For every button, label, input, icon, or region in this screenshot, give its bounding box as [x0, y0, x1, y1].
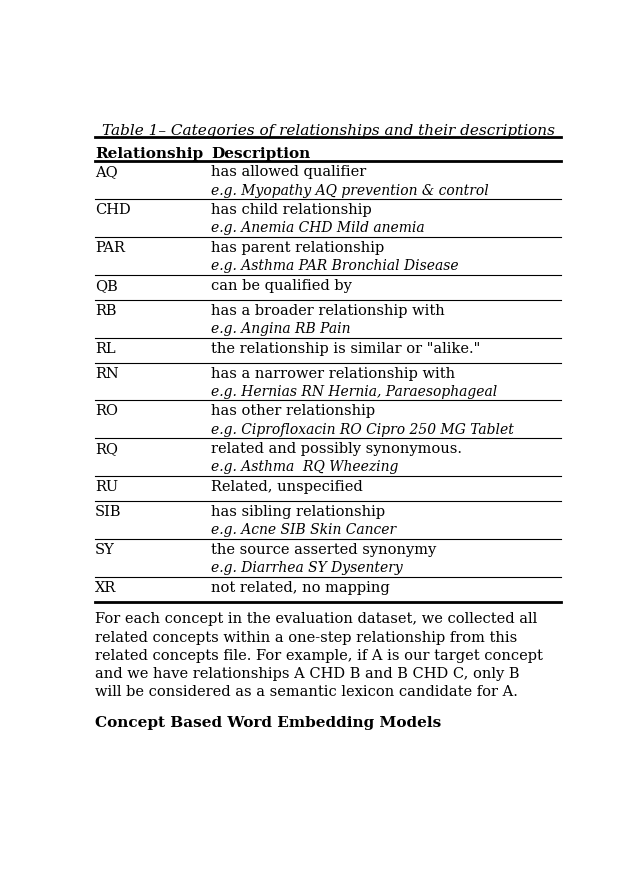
- Text: Concept Based Word Embedding Models: Concept Based Word Embedding Models: [95, 716, 441, 730]
- Text: not related, no mapping: not related, no mapping: [211, 581, 390, 595]
- Text: e.g. Angina RB Pain: e.g. Angina RB Pain: [211, 322, 351, 336]
- Text: RO: RO: [95, 404, 118, 418]
- Text: SY: SY: [95, 543, 115, 557]
- Text: has sibling relationship: has sibling relationship: [211, 505, 385, 519]
- Text: Related, unspecified: Related, unspecified: [211, 480, 363, 494]
- Text: has child relationship: has child relationship: [211, 203, 372, 217]
- Text: related concepts within a one-step relationship from this: related concepts within a one-step relat…: [95, 631, 517, 645]
- Text: e.g. Asthma PAR Bronchial Disease: e.g. Asthma PAR Bronchial Disease: [211, 260, 459, 274]
- Text: the source asserted synonymy: the source asserted synonymy: [211, 543, 436, 557]
- Text: related and possibly synonymous.: related and possibly synonymous.: [211, 442, 463, 456]
- Text: AQ: AQ: [95, 166, 118, 179]
- Text: can be qualified by: can be qualified by: [211, 279, 352, 293]
- Text: XR: XR: [95, 581, 116, 595]
- Text: e.g. Myopathy AQ prevention & control: e.g. Myopathy AQ prevention & control: [211, 183, 489, 197]
- Text: the relationship is similar or "alike.": the relationship is similar or "alike.": [211, 342, 481, 355]
- Text: CHD: CHD: [95, 203, 131, 217]
- Text: has parent relationship: has parent relationship: [211, 241, 385, 255]
- Text: RB: RB: [95, 303, 116, 317]
- Text: QB: QB: [95, 279, 118, 293]
- Text: has a narrower relationship with: has a narrower relationship with: [211, 367, 456, 381]
- Text: e.g. Anemia CHD Mild anemia: e.g. Anemia CHD Mild anemia: [211, 221, 425, 235]
- Text: For each concept in the evaluation dataset, we collected all: For each concept in the evaluation datas…: [95, 612, 537, 626]
- Text: related concepts file. For example, if A is our target concept: related concepts file. For example, if A…: [95, 649, 543, 663]
- Text: and we have relationships A CHD B and B CHD C, only B: and we have relationships A CHD B and B …: [95, 667, 520, 681]
- Text: will be considered as a semantic lexicon candidate for A.: will be considered as a semantic lexicon…: [95, 685, 518, 699]
- Text: has a broader relationship with: has a broader relationship with: [211, 303, 445, 317]
- Text: RN: RN: [95, 367, 118, 381]
- Text: Description: Description: [211, 147, 310, 161]
- Text: RU: RU: [95, 480, 118, 494]
- Text: has other relationship: has other relationship: [211, 404, 376, 418]
- Text: Table 1– Categories of relationships and their descriptions: Table 1– Categories of relationships and…: [102, 125, 554, 139]
- Text: e.g. Asthma  RQ Wheezing: e.g. Asthma RQ Wheezing: [211, 460, 399, 474]
- Text: PAR: PAR: [95, 241, 125, 255]
- Text: e.g. Ciprofloxacin RO Cipro 250 MG Tablet: e.g. Ciprofloxacin RO Cipro 250 MG Table…: [211, 423, 515, 437]
- Text: has allowed qualifier: has allowed qualifier: [211, 166, 367, 179]
- Text: Relationship: Relationship: [95, 147, 203, 161]
- Text: RQ: RQ: [95, 442, 118, 456]
- Text: e.g. Acne SIB Skin Cancer: e.g. Acne SIB Skin Cancer: [211, 524, 397, 538]
- Text: RL: RL: [95, 342, 115, 355]
- Text: e.g. Diarrhea SY Dysentery: e.g. Diarrhea SY Dysentery: [211, 561, 403, 575]
- Text: e.g. Hernias RN Hernia, Paraesophageal: e.g. Hernias RN Hernia, Paraesophageal: [211, 385, 498, 399]
- Text: SIB: SIB: [95, 505, 122, 519]
